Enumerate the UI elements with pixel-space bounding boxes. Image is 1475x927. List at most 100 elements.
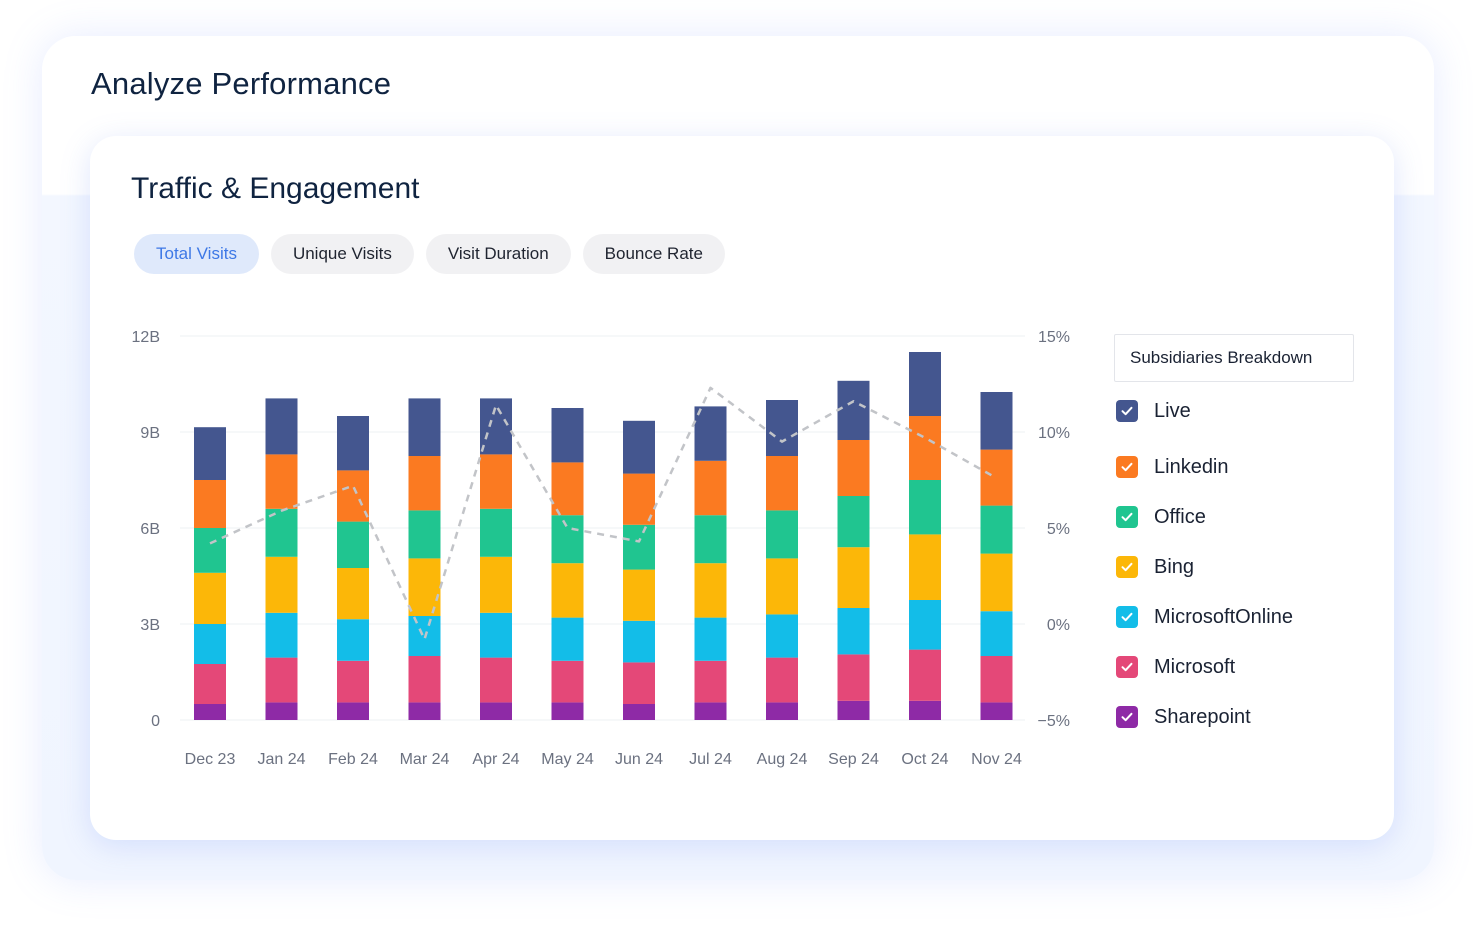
bar-office-may-24 (551, 515, 584, 564)
legend-items: Live Linkedin Office Bing MicrosoftOnlin… (1114, 400, 1354, 742)
y2-tick-label: 10% (1038, 425, 1070, 442)
y-tick-label: 0 (151, 713, 160, 730)
bar-microsoft-sep-24 (837, 654, 870, 701)
tab-bounce-rate[interactable]: Bounce Rate (582, 234, 725, 274)
tab-unique-visits[interactable]: Unique Visits (270, 234, 414, 274)
legend-label: Office (1154, 505, 1206, 528)
bar-sharepoint-jul-24 (694, 702, 727, 720)
bar-microsoftonline-oct-24 (909, 600, 941, 650)
checkbox-checked-icon[interactable] (1116, 456, 1138, 478)
traffic-engagement-card: Traffic & Engagement Total Visits Unique… (90, 136, 1394, 840)
legend-item-sharepoint[interactable]: Sharepoint (1116, 692, 1354, 742)
bar-microsoftonline-nov-24 (980, 611, 1013, 656)
legend-item-microsoft[interactable]: Microsoft (1116, 642, 1354, 692)
bar-live-mar-24 (408, 398, 441, 456)
bar-microsoftonline-jul-24 (694, 617, 727, 661)
bar-linkedin-jul-24 (694, 460, 727, 516)
legend-label: Sharepoint (1154, 705, 1251, 728)
bar-live-oct-24 (909, 352, 941, 416)
tab-total-visits[interactable]: Total Visits (134, 234, 259, 274)
legend-item-live[interactable]: Live (1116, 400, 1354, 442)
legend-label: Live (1154, 400, 1191, 422)
bar-bing-feb-24 (337, 568, 369, 620)
bar-linkedin-dec-23 (194, 480, 226, 528)
y2-tick-label: −5% (1038, 713, 1070, 730)
legend-label: Microsoft (1154, 655, 1236, 678)
subsidiaries-legend: Subsidiaries Breakdown Live Linkedin Off… (1114, 334, 1354, 742)
bar-sharepoint-aug-24 (766, 702, 798, 720)
checkbox-checked-icon[interactable] (1116, 706, 1138, 728)
bar-office-aug-24 (766, 510, 798, 559)
bar-live-feb-24 (337, 416, 369, 471)
x-tick-label: Sep 24 (828, 751, 879, 768)
bar-microsoft-apr-24 (480, 657, 512, 703)
bar-live-sep-24 (837, 380, 870, 440)
y2-tick-label: 15% (1038, 329, 1070, 346)
bar-microsoft-jan-24 (265, 657, 298, 703)
bar-sharepoint-dec-23 (194, 704, 226, 720)
bar-live-aug-24 (766, 400, 798, 456)
bar-linkedin-sep-24 (837, 440, 870, 496)
bar-linkedin-oct-24 (909, 416, 941, 480)
x-tick-label: Jun 24 (615, 751, 663, 768)
bar-microsoft-jul-24 (694, 660, 727, 703)
x-tick-label: Nov 24 (971, 751, 1022, 768)
bar-bing-jun-24 (623, 569, 655, 621)
bar-office-feb-24 (337, 521, 369, 568)
legend-title: Subsidiaries Breakdown (1114, 334, 1354, 382)
bar-microsoftonline-dec-23 (194, 624, 226, 664)
outer-card: Analyze Performance Traffic & Engagement… (42, 36, 1434, 880)
legend-item-microsoftonline[interactable]: MicrosoftOnline (1116, 592, 1354, 642)
legend-item-linkedin[interactable]: Linkedin (1116, 442, 1354, 492)
x-tick-label: Oct 24 (901, 751, 948, 768)
bar-live-nov-24 (980, 392, 1013, 450)
y2-tick-label: 5% (1047, 521, 1070, 538)
metric-tabs: Total Visits Unique Visits Visit Duratio… (134, 234, 725, 274)
bar-microsoftonline-apr-24 (480, 612, 512, 658)
x-tick-label: Feb 24 (328, 751, 378, 768)
legend-item-office[interactable]: Office (1116, 492, 1354, 542)
legend-item-bing[interactable]: Bing (1116, 542, 1354, 592)
x-tick-label: May 24 (541, 751, 594, 768)
bar-live-dec-23 (194, 427, 226, 480)
tab-visit-duration[interactable]: Visit Duration (425, 234, 571, 274)
bar-microsoft-nov-24 (980, 656, 1013, 703)
bar-microsoft-jun-24 (623, 662, 655, 704)
checkbox-checked-icon[interactable] (1116, 506, 1138, 528)
bar-microsoft-dec-23 (194, 664, 226, 704)
y-tick-label: 12B (132, 329, 160, 346)
bar-bing-jul-24 (694, 563, 727, 618)
bar-bing-sep-24 (837, 547, 870, 608)
bar-bing-aug-24 (766, 558, 798, 615)
x-tick-label: Jan 24 (257, 751, 305, 768)
bar-bing-mar-24 (408, 558, 441, 616)
checkbox-checked-icon[interactable] (1116, 556, 1138, 578)
bar-office-jun-24 (623, 524, 655, 570)
checkbox-checked-icon[interactable] (1116, 606, 1138, 628)
bar-microsoft-may-24 (551, 660, 584, 703)
bar-office-sep-24 (837, 496, 870, 548)
bar-linkedin-may-24 (551, 462, 584, 516)
bar-bing-nov-24 (980, 553, 1013, 612)
bar-sharepoint-sep-24 (837, 700, 870, 720)
page-title: Analyze Performance (91, 66, 392, 101)
bar-microsoft-mar-24 (408, 656, 441, 703)
bar-linkedin-apr-24 (480, 454, 512, 509)
x-tick-label: Apr 24 (472, 751, 519, 768)
bar-office-dec-23 (194, 528, 226, 573)
bounce-rate-line (209, 386, 998, 641)
bar-microsoftonline-jun-24 (623, 620, 655, 663)
bar-office-jul-24 (694, 515, 727, 564)
checkbox-checked-icon[interactable] (1116, 400, 1138, 422)
bar-sharepoint-jun-24 (623, 704, 655, 720)
bar-office-oct-24 (909, 480, 941, 535)
bar-linkedin-jan-24 (265, 454, 298, 509)
bar-linkedin-nov-24 (980, 449, 1013, 506)
bar-sharepoint-mar-24 (408, 702, 441, 720)
bar-microsoft-oct-24 (909, 649, 941, 701)
bar-microsoftonline-may-24 (551, 617, 584, 661)
legend-label: MicrosoftOnline (1154, 605, 1293, 628)
x-tick-label: Mar 24 (400, 751, 450, 768)
bar-live-may-24 (551, 408, 584, 463)
checkbox-checked-icon[interactable] (1116, 656, 1138, 678)
